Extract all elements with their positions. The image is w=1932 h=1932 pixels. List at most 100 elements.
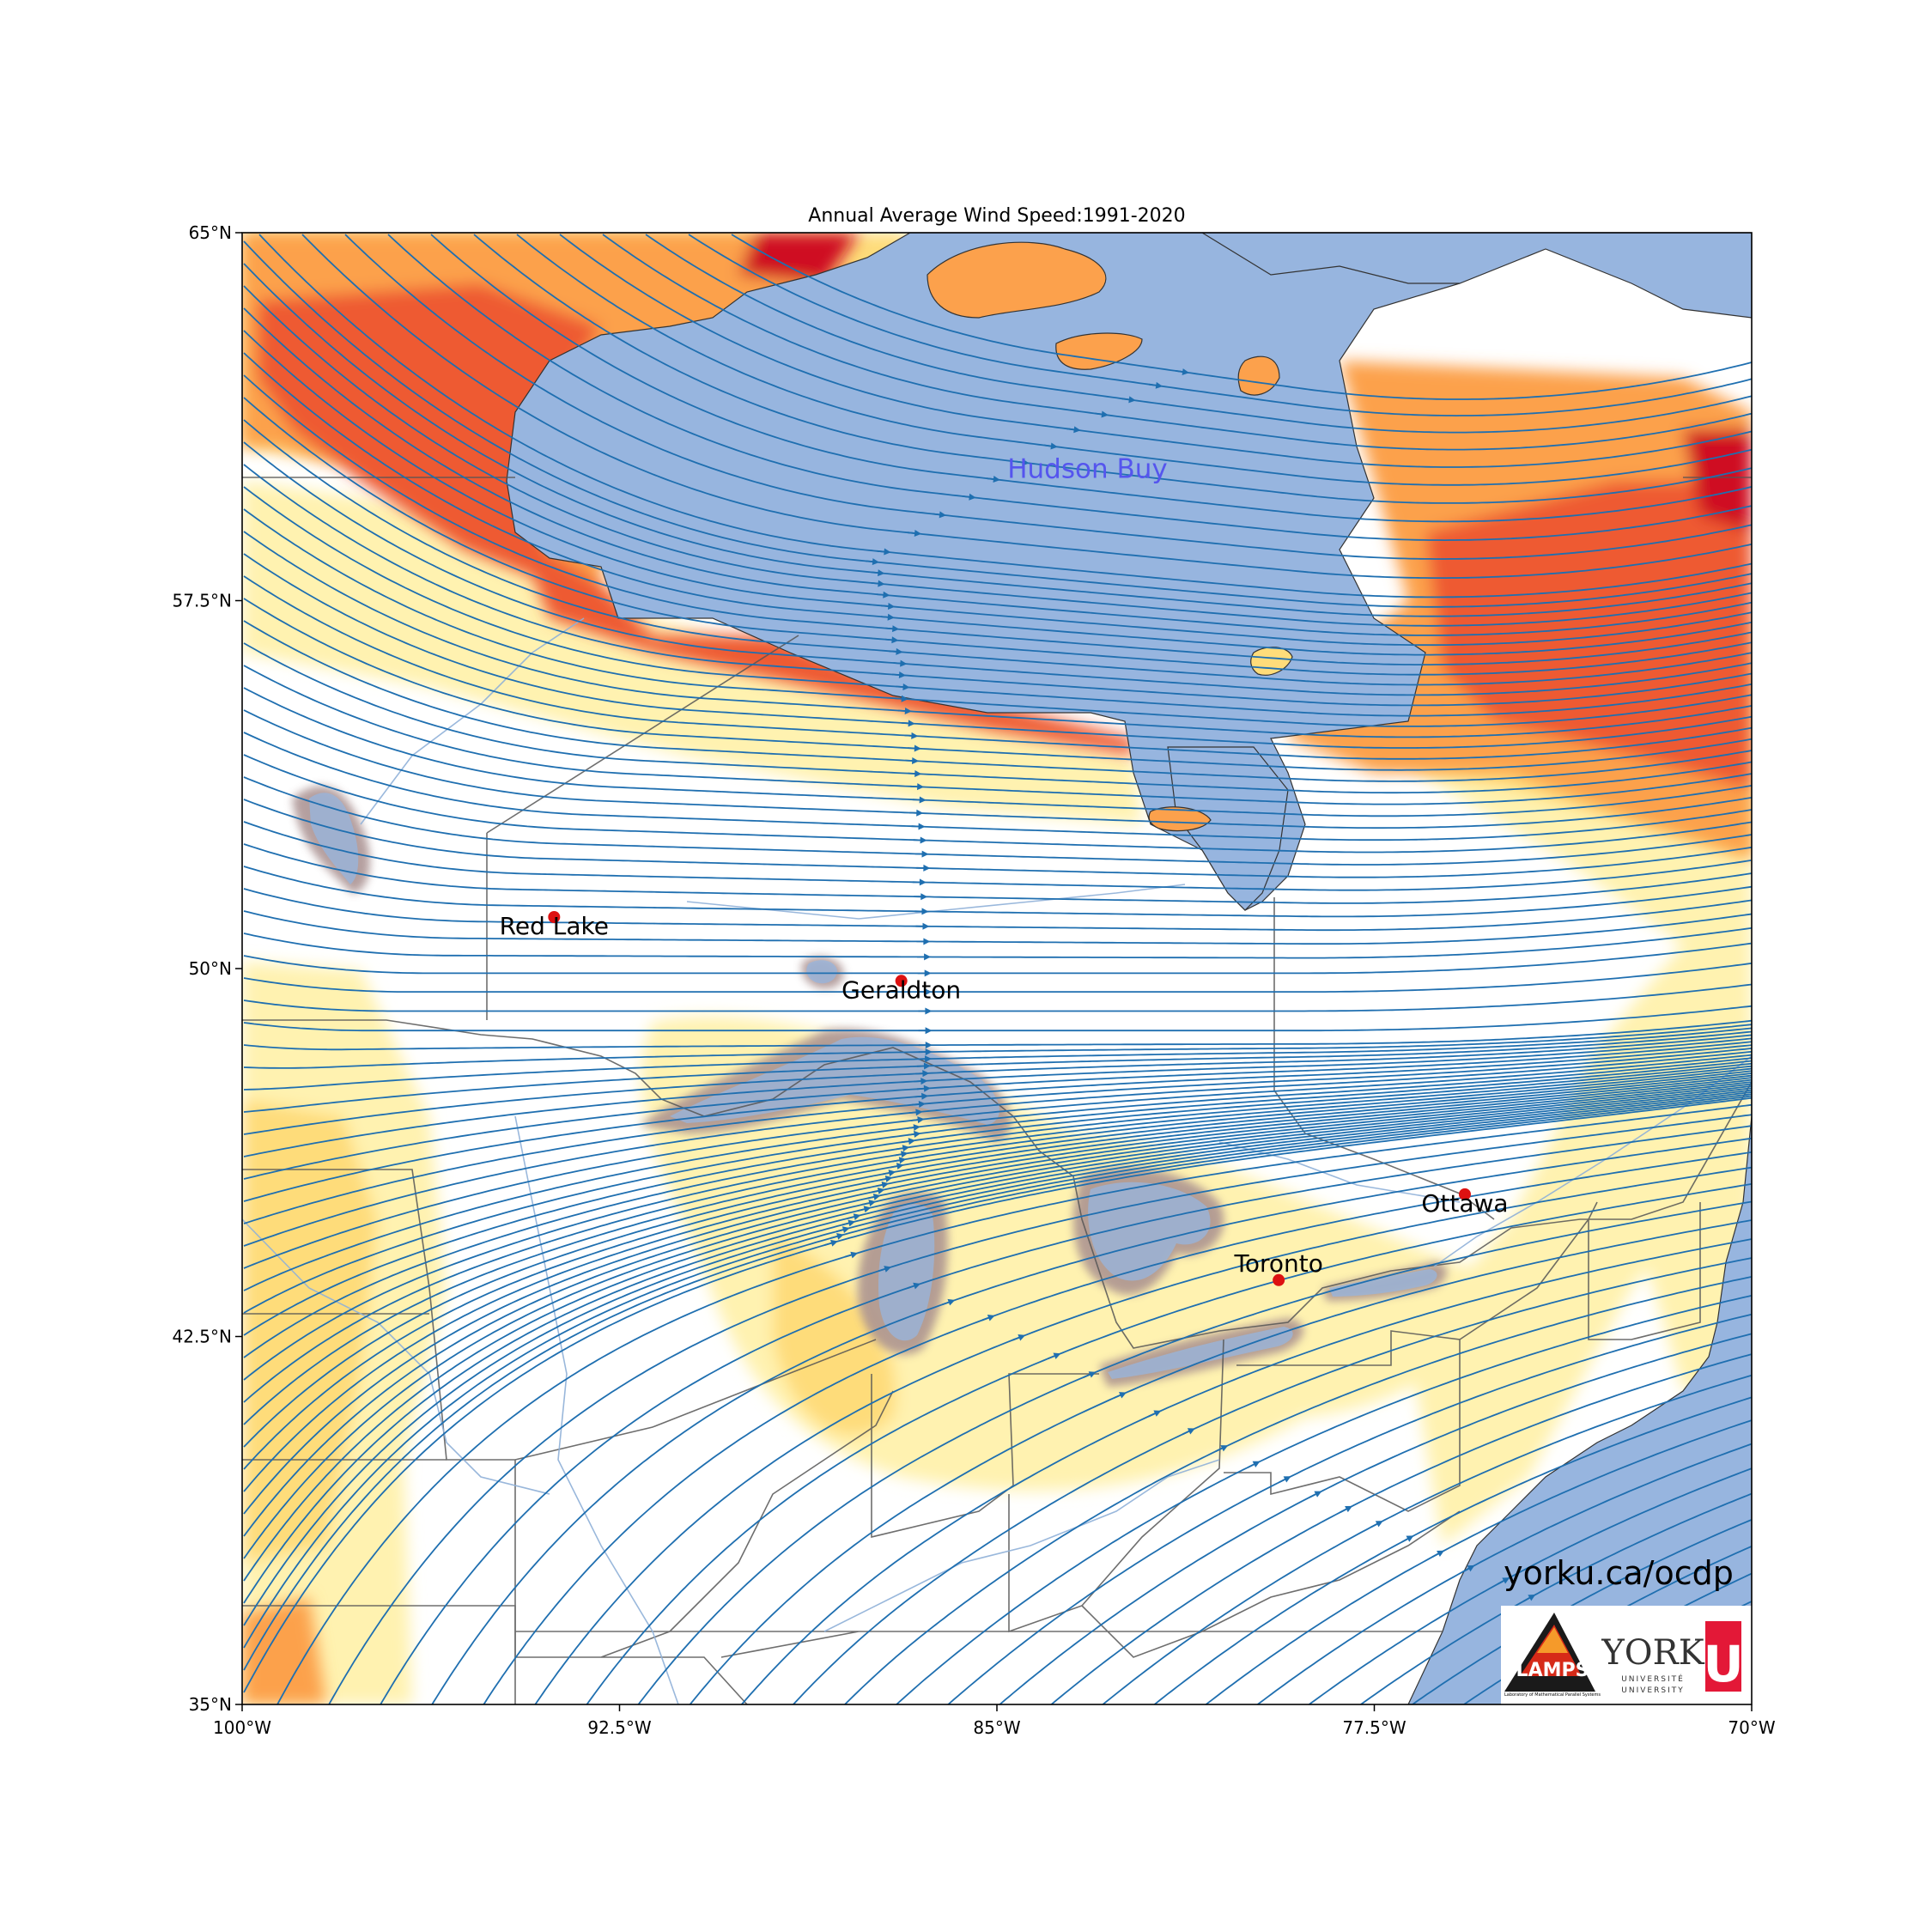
streamline xyxy=(243,531,1752,738)
streamline xyxy=(243,263,1752,617)
streamline xyxy=(243,1077,1752,1470)
streamline xyxy=(243,285,1752,627)
york-logo-mark-letter: U xyxy=(1703,1635,1743,1693)
southampton-island xyxy=(927,241,1107,319)
streamline-arrow xyxy=(908,1109,923,1116)
york-logo-mark xyxy=(1705,1621,1741,1692)
streamline xyxy=(243,352,1752,656)
city-marker xyxy=(895,975,908,987)
streamline xyxy=(243,665,1752,805)
lake-winnipeg xyxy=(309,793,359,884)
x-tick-label: 77.5°W xyxy=(1342,1717,1406,1738)
streamline xyxy=(243,330,1752,647)
streamline-arrow xyxy=(1148,1410,1162,1418)
york-logo-subtext-1: UNIVERSITÉ xyxy=(1621,1674,1685,1684)
streamline xyxy=(243,963,1752,993)
streamline-arrow xyxy=(894,1151,908,1158)
streamline xyxy=(243,754,1752,854)
streamline xyxy=(243,1097,1752,1693)
streamline xyxy=(243,419,1752,686)
streamline xyxy=(243,942,1752,975)
streamline-arrow xyxy=(878,1176,893,1182)
streamline xyxy=(243,1091,1752,1626)
streamline-arrow xyxy=(1113,1392,1127,1399)
streamline-arrow xyxy=(896,683,910,691)
streamline xyxy=(243,927,1752,959)
streamline xyxy=(243,508,1752,727)
streamline xyxy=(243,910,1752,945)
streamline xyxy=(243,1037,1752,1157)
streamline xyxy=(645,234,1752,434)
city-label: Toronto xyxy=(1233,1249,1322,1278)
streamline xyxy=(243,709,1752,829)
streamline xyxy=(243,620,1752,782)
streamline xyxy=(243,1065,1752,1358)
york-logo-text: YORK xyxy=(1601,1633,1704,1673)
streamline-arrow xyxy=(830,1233,844,1240)
streamline-arrow xyxy=(841,1219,856,1227)
streamline xyxy=(895,1294,1752,1704)
streamline-arrow xyxy=(1094,410,1109,418)
streamline-arrow xyxy=(882,1170,896,1176)
streamline-arrow xyxy=(914,1078,928,1085)
streamline-arrow xyxy=(871,580,885,587)
lake-ontario xyxy=(1329,1269,1437,1297)
streamline-arrow xyxy=(889,647,903,655)
york-logo-subtext-2: UNIVERSITY xyxy=(1621,1686,1684,1695)
streamline-arrow xyxy=(908,770,922,777)
city-markers: Red Lake Geraldton Ottawa Toronto xyxy=(500,911,1509,1286)
city-label: Ottawa xyxy=(1421,1189,1508,1218)
y-tick-label: 57.5°N xyxy=(173,591,233,611)
streamline-arrow xyxy=(890,1163,904,1170)
streamline-arrow xyxy=(933,511,947,519)
streamline xyxy=(602,234,1752,451)
streamline xyxy=(243,732,1752,841)
streamline-arrow xyxy=(1215,1445,1229,1453)
streamline-arrow xyxy=(1012,1334,1026,1341)
streamline xyxy=(243,1050,1752,1247)
lamps-logo-subtext: Laboratory of Mathematical Parallel Syst… xyxy=(1504,1692,1601,1698)
streamline xyxy=(243,1087,1752,1582)
streamline xyxy=(243,240,1752,608)
streamline-arrow xyxy=(866,1194,881,1200)
mansel-island xyxy=(1237,355,1280,396)
albany-river xyxy=(686,884,1186,920)
streamline-arrow xyxy=(892,671,907,679)
streamline-arrow xyxy=(897,707,912,714)
streamline xyxy=(946,1313,1752,1704)
streamline xyxy=(243,1044,1752,1202)
streamline-arrow xyxy=(1247,1461,1261,1468)
lake-huron xyxy=(1088,1182,1211,1281)
streamline-arrow xyxy=(1066,426,1081,434)
streamline xyxy=(243,799,1752,878)
streamline xyxy=(243,1078,1752,1492)
streamline xyxy=(559,234,1752,468)
streamline xyxy=(243,687,1752,817)
streamline xyxy=(243,1089,1752,1604)
x-tick-label: 70°W xyxy=(1728,1717,1775,1738)
streamline xyxy=(1050,1353,1752,1704)
city-label: Geraldton xyxy=(841,975,961,1004)
streamline-arrow xyxy=(835,1226,850,1233)
us-state-lines-4 xyxy=(871,1373,1099,1539)
latitude-axis: 65°N 57.5°N 50°N 42.5°N 35°N xyxy=(173,222,242,1715)
streamline xyxy=(516,234,1752,486)
streamline xyxy=(243,843,1752,904)
map-title: Annual Average Wind Speed:1991-2020 xyxy=(808,205,1185,227)
streamline xyxy=(792,1257,1752,1704)
streamline xyxy=(243,1095,1752,1671)
streamline-arrow xyxy=(878,1266,892,1273)
hudson-strait xyxy=(1200,233,1752,319)
streamline xyxy=(1256,1443,1752,1704)
streamline xyxy=(243,486,1752,717)
streamline xyxy=(243,1083,1752,1537)
lake-erie xyxy=(1108,1327,1293,1379)
wind-zone-southeast-orange xyxy=(242,1597,326,1704)
streamline xyxy=(243,1005,1752,1032)
streamline xyxy=(243,1041,1752,1180)
streamline-arrow xyxy=(1182,1428,1195,1436)
streamline-arrow xyxy=(1400,1535,1414,1543)
streamline-arrow xyxy=(1370,1521,1383,1528)
map-plot-area: Hudson Buy Red Lake Geraldton Ottawa Toront… xyxy=(242,233,1752,1704)
streamline-arrow xyxy=(1340,1505,1353,1513)
